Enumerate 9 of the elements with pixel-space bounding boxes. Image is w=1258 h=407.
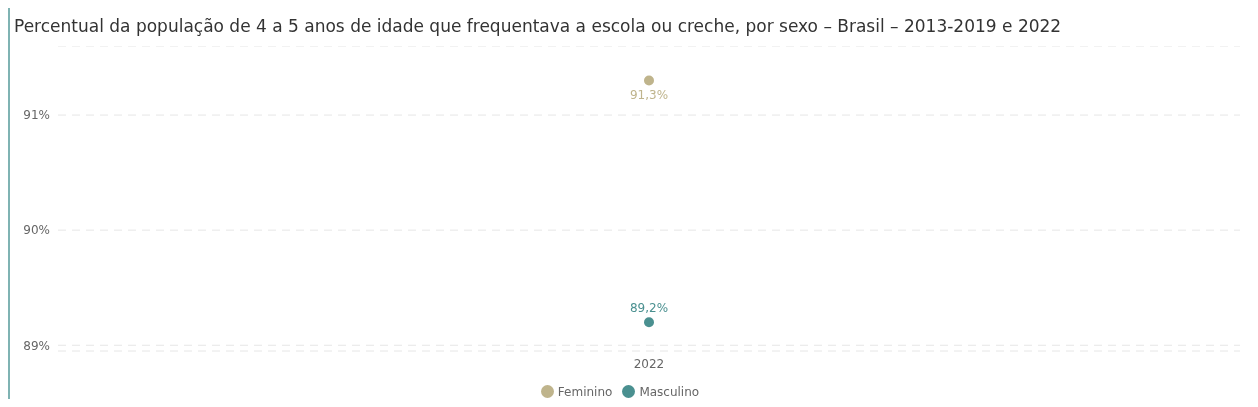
y-tick-label: 91% xyxy=(23,108,50,123)
x-tick-label: 2022 xyxy=(633,356,665,371)
chart-title: Percentual da população de 4 a 5 anos de idade que frequentava a escola ou creche, por sexo – Brasil – 2013-2019 e 2022 xyxy=(13,15,1063,38)
legend-label: Masculino xyxy=(639,385,700,399)
data-label: 91,3% xyxy=(629,88,669,103)
data-label: 89,2% xyxy=(629,301,669,316)
y-tick-label: 90% xyxy=(23,223,50,238)
legend-label: Feminino xyxy=(557,385,613,399)
y-tick-label: 89% xyxy=(23,338,50,353)
